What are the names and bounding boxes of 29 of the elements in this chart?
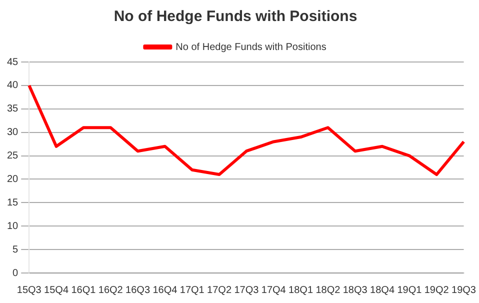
y-tick-label: 5: [12, 244, 19, 256]
x-tick-label: 15Q4: [44, 284, 69, 296]
y-tick-label: 10: [7, 220, 19, 232]
x-tick-label: 17Q4: [261, 284, 286, 296]
x-tick-label: 16Q2: [98, 284, 124, 296]
y-tick-label: 25: [7, 150, 19, 162]
x-tick-label: 16Q1: [71, 284, 96, 296]
x-tick-label: 19Q1: [397, 284, 422, 296]
y-tick-label: 20: [7, 174, 19, 185]
x-tick-label: 18Q4: [370, 284, 395, 296]
y-tick-label: 15: [7, 197, 19, 208]
y-tick-label: 40: [7, 80, 19, 92]
y-tick-label: 45: [7, 56, 19, 68]
x-tick-label: 16Q3: [126, 284, 150, 296]
x-tick-label: 18Q1: [288, 284, 314, 296]
x-tick-label: 19Q2: [424, 284, 450, 296]
legend-label: No of Hedge Funds with Positions: [176, 42, 326, 53]
x-tick-label: 16Q4: [152, 284, 178, 296]
x-tick-label: 15Q3: [16, 284, 42, 296]
y-tick-label: 35: [7, 104, 19, 115]
x-tick-label: 18Q2: [316, 284, 341, 296]
x-tick-label: 17Q1: [180, 284, 205, 296]
y-tick-label: 0: [12, 268, 19, 279]
x-tick-label: 18Q3: [342, 284, 368, 296]
y-tick-label: 30: [7, 127, 19, 138]
x-tick-label: 17Q2: [207, 284, 232, 296]
x-tick-label: 17Q3: [234, 284, 260, 296]
x-tick-label: 19Q3: [452, 284, 476, 296]
chart-title: No of Hedge Funds with Positions: [114, 8, 358, 26]
